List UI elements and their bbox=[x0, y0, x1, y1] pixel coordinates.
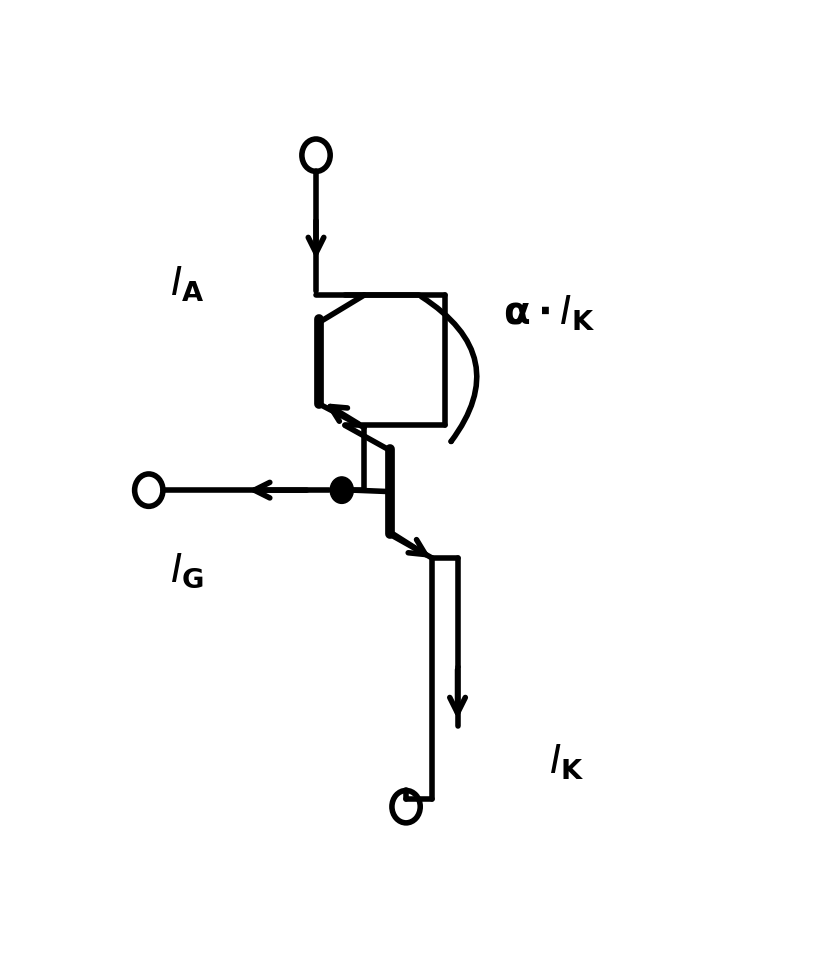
Text: $\mathbf{\mathit{I}_K}$: $\mathbf{\mathit{I}_K}$ bbox=[549, 743, 584, 782]
Text: $\mathbf{\mathit{I}_A}$: $\mathbf{\mathit{I}_A}$ bbox=[170, 265, 204, 304]
Text: $\mathbf{\mathit{I}_G}$: $\mathbf{\mathit{I}_G}$ bbox=[170, 552, 204, 591]
FancyArrowPatch shape bbox=[422, 296, 476, 442]
Circle shape bbox=[330, 477, 354, 504]
Text: $\mathbf{\alpha \cdot \mathit{I}_K}$: $\mathbf{\alpha \cdot \mathit{I}_K}$ bbox=[503, 293, 594, 333]
